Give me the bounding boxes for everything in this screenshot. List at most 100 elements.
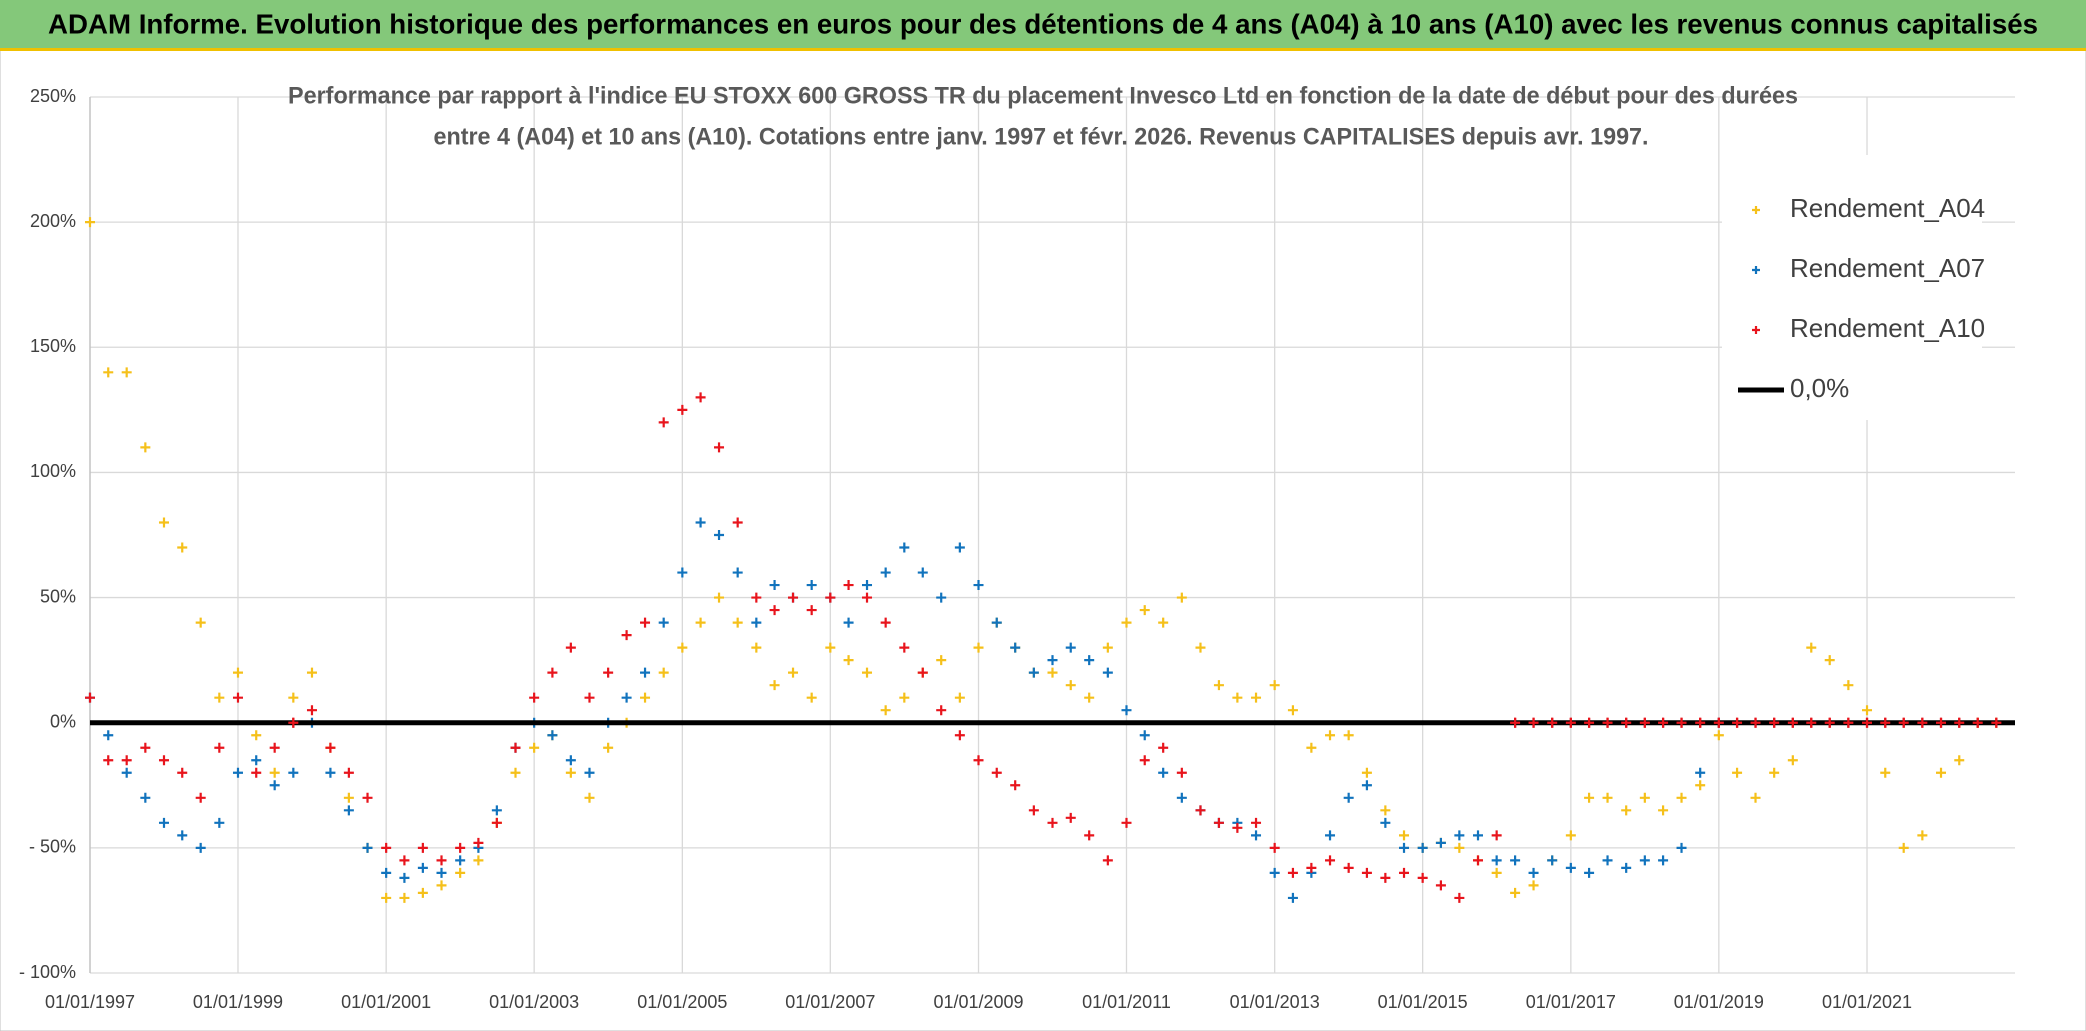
point xyxy=(1028,667,1039,678)
y-tick-label: 150% xyxy=(30,336,76,356)
y-tick-label: - 100% xyxy=(19,962,76,982)
point xyxy=(1621,862,1632,873)
point xyxy=(1658,717,1669,728)
point xyxy=(1084,655,1095,666)
point xyxy=(1047,655,1058,666)
point xyxy=(417,887,428,898)
point xyxy=(954,730,965,741)
point xyxy=(714,530,725,540)
point xyxy=(1954,755,1965,766)
point xyxy=(343,767,354,778)
point xyxy=(1454,892,1465,903)
point xyxy=(917,667,928,678)
point xyxy=(491,805,502,816)
point xyxy=(381,892,392,903)
y-tick-label: 250% xyxy=(30,86,76,106)
point xyxy=(584,767,595,778)
point xyxy=(288,767,299,778)
point xyxy=(1824,655,1835,666)
point xyxy=(769,680,780,691)
point xyxy=(825,642,836,653)
point xyxy=(1713,730,1724,741)
legend-label: 0,0% xyxy=(1790,373,1849,403)
point xyxy=(862,580,873,591)
point xyxy=(547,730,558,741)
point xyxy=(1232,692,1243,703)
point xyxy=(1713,717,1724,728)
point xyxy=(1602,717,1613,728)
point xyxy=(1361,867,1372,878)
x-tick-label: 01/01/2021 xyxy=(1822,992,1912,1012)
point xyxy=(1121,617,1132,628)
x-tick-label: 01/01/2009 xyxy=(933,992,1023,1012)
point xyxy=(1769,767,1780,778)
point xyxy=(1584,792,1595,803)
point xyxy=(288,692,299,703)
point xyxy=(1639,792,1650,803)
point xyxy=(565,767,576,778)
point xyxy=(899,542,910,553)
point xyxy=(1917,830,1928,841)
x-tick-label: 01/01/2001 xyxy=(341,992,431,1012)
point xyxy=(1417,872,1428,883)
point xyxy=(1065,680,1076,691)
x-tick-label: 01/01/2013 xyxy=(1230,992,1320,1012)
point xyxy=(1251,830,1262,841)
point xyxy=(899,642,910,653)
point xyxy=(732,517,743,528)
point xyxy=(1251,817,1262,828)
point xyxy=(1399,830,1410,841)
point xyxy=(1102,855,1113,866)
point xyxy=(1936,717,1947,728)
point xyxy=(769,580,780,591)
point xyxy=(251,755,262,766)
point xyxy=(177,767,188,778)
point xyxy=(1454,830,1465,841)
point xyxy=(1528,717,1539,728)
point xyxy=(214,692,225,703)
point xyxy=(1176,792,1187,803)
point xyxy=(1824,717,1835,728)
point xyxy=(214,817,225,828)
point xyxy=(1102,642,1113,653)
point xyxy=(843,617,854,628)
point xyxy=(862,592,873,603)
point xyxy=(399,872,410,883)
y-tick-label: - 50% xyxy=(29,837,76,857)
point xyxy=(788,667,799,678)
point xyxy=(1491,855,1502,866)
point xyxy=(1325,855,1336,866)
point xyxy=(565,642,576,653)
point xyxy=(1269,680,1280,691)
point xyxy=(1325,730,1336,741)
x-tick-label: 01/01/2003 xyxy=(489,992,579,1012)
point xyxy=(1898,717,1909,728)
x-tick-label: 01/01/2007 xyxy=(785,992,875,1012)
point xyxy=(1010,780,1021,791)
point xyxy=(269,742,280,753)
point xyxy=(177,542,188,553)
point xyxy=(306,667,317,678)
point xyxy=(584,692,595,703)
point xyxy=(399,855,410,866)
point xyxy=(436,880,447,891)
legend-marker xyxy=(1752,326,1760,334)
point xyxy=(232,767,243,778)
point xyxy=(1435,837,1446,848)
chart-title: ADAM Informe. Evolution historique des p… xyxy=(48,8,2038,39)
point xyxy=(973,642,984,653)
point xyxy=(1380,872,1391,883)
point xyxy=(1139,605,1150,616)
point xyxy=(417,842,428,853)
point xyxy=(158,817,169,828)
point xyxy=(1491,867,1502,878)
x-tick-label: 01/01/2005 xyxy=(637,992,727,1012)
point xyxy=(584,792,595,803)
point xyxy=(547,667,558,678)
point xyxy=(973,580,984,591)
point xyxy=(473,855,484,866)
point xyxy=(843,655,854,666)
x-tick-label: 01/01/1997 xyxy=(45,992,135,1012)
point xyxy=(455,867,466,878)
